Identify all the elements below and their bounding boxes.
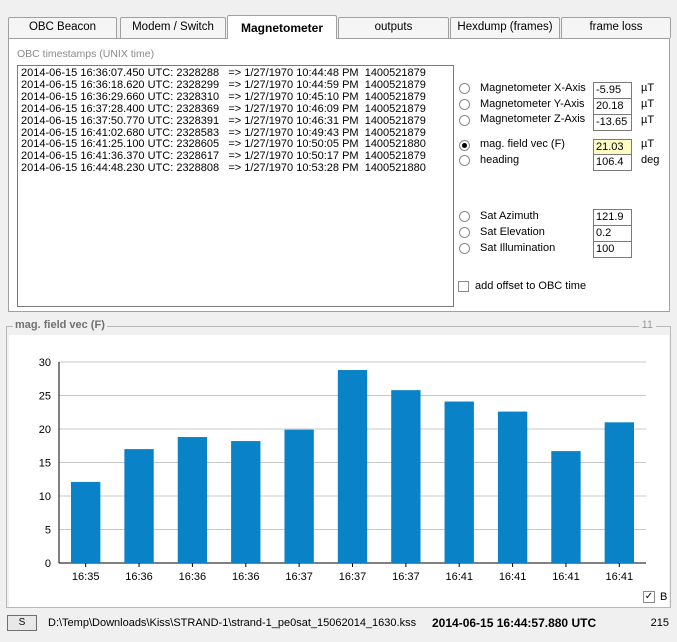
status-bar: S D:\Temp\Downloads\Kiss\STRAND-1\strand…	[0, 612, 677, 642]
bar	[337, 370, 368, 563]
field-vec-label: mag. field vec (F)	[480, 138, 565, 150]
x-axis-field[interactable]: -5.95	[593, 82, 632, 99]
bar	[124, 449, 154, 563]
list-item[interactable]: 2014-06-15 16:41:02.680 UTC: 2328583 => …	[21, 126, 426, 139]
list-item[interactable]: 2014-06-15 16:37:50.770 UTC: 2328391 => …	[21, 114, 426, 127]
chart-group: mag. field vec (F) 11 0 5 10 15 20 25 30 16:35 1…	[6, 319, 671, 608]
x-tick-label: 16:41	[552, 571, 580, 583]
tab-outputs[interactable]: outputs	[338, 17, 449, 38]
field-vec-unit: µT	[641, 138, 655, 150]
tab-obc-beacon[interactable]: OBC Beacon	[8, 17, 117, 38]
sat-elevation-label: Sat Elevation	[480, 226, 545, 238]
tab-modem-switch[interactable]: Modem / Switch	[120, 17, 226, 38]
bar	[444, 401, 474, 563]
sat-elevation-field[interactable]: 0.2	[593, 225, 632, 242]
sat-illumination-label: Sat Illumination	[480, 242, 556, 254]
bar	[391, 390, 421, 563]
radio-z-axis[interactable]	[459, 115, 470, 126]
radio-y-axis[interactable]	[459, 99, 470, 110]
x-axis-unit: µT	[641, 82, 655, 94]
heading-label: heading	[480, 154, 520, 166]
radio-field-vec[interactable]	[459, 140, 470, 151]
offset-checkbox[interactable]	[458, 281, 469, 292]
list-item[interactable]: 2014-06-15 16:41:25.100 UTC: 2328605 => …	[21, 138, 426, 151]
z-axis-field[interactable]: -13.65	[593, 114, 632, 131]
timestamps-group-label: OBC timestamps (UNIX time)	[17, 48, 155, 60]
y-axis-label: Magnetometer Y-Axis	[480, 98, 585, 110]
y-tick-label: 15	[39, 458, 51, 470]
list-item[interactable]: 2014-06-15 16:44:48.230 UTC: 2328808 => …	[21, 162, 426, 175]
tab-bar: OBC Beacon Modem / Switch Magnetometer o…	[8, 15, 671, 39]
chart-group-title: mag. field vec (F)	[13, 319, 107, 331]
chart-plot-area: 0 5 10 15 20 25 30 16:35 16:36 16:36 16:36 16:37 16:…	[9, 335, 669, 607]
list-item[interactable]: 2014-06-15 16:37:28.400 UTC: 2328369 => …	[21, 102, 426, 115]
z-axis-unit: µT	[641, 114, 655, 126]
status-button[interactable]: S	[7, 615, 37, 631]
z-axis-label: Magnetometer Z-Axis	[480, 113, 586, 125]
y-tick-label: 30	[39, 357, 51, 369]
heading-unit: deg	[641, 154, 660, 166]
timestamps-listbox[interactable]: 2014-06-15 16:36:07.450 UTC: 2328288 => …	[17, 65, 454, 307]
list-item[interactable]: 2014-06-15 16:36:07.450 UTC: 2328288 => …	[21, 67, 426, 79]
y-axis-field[interactable]: 20.18	[593, 98, 632, 115]
magnetometer-panel: OBC timestamps (UNIX time) 2014-06-15 16…	[8, 38, 670, 312]
status-timestamp: 2014-06-15 16:44:57.880 UTC	[432, 616, 597, 630]
x-axis-label: Magnetometer X-Axis	[480, 82, 586, 94]
series-b-label: B	[660, 591, 668, 603]
sat-azimuth-label: Sat Azimuth	[480, 210, 539, 222]
radio-sat-elevation[interactable]	[459, 227, 470, 238]
x-tick-label: 16:35	[72, 571, 100, 583]
x-tick-label: 16:41	[606, 571, 634, 583]
list-item[interactable]: 2014-06-15 16:41:36.370 UTC: 2328617 => …	[21, 150, 426, 163]
x-tick-label: 16:36	[232, 571, 260, 583]
sat-illumination-field[interactable]: 100	[593, 241, 632, 258]
status-count: 215	[650, 617, 669, 629]
y-tick-label: 5	[45, 525, 51, 537]
bar	[604, 422, 634, 563]
x-tick-label: 16:37	[285, 571, 313, 583]
bar	[71, 481, 101, 563]
bar	[551, 451, 581, 563]
radio-heading[interactable]	[459, 155, 470, 166]
radio-sat-illumination[interactable]	[459, 243, 470, 254]
file-path: D:\Temp\Downloads\Kiss\STRAND-1\strand-1…	[48, 617, 417, 629]
x-tick-label: 16:37	[392, 571, 420, 583]
bar	[497, 411, 528, 563]
chart-group-count: 11	[638, 319, 656, 331]
x-tick-label: 16:37	[339, 571, 367, 583]
sat-azimuth-field[interactable]: 121.9	[593, 209, 632, 226]
x-tick-label: 16:36	[125, 571, 153, 583]
bar	[177, 437, 208, 563]
y-axis-unit: µT	[641, 98, 655, 110]
radio-x-axis[interactable]	[459, 83, 470, 94]
bar-chart: 0 5 10 15 20 25 30 16:35 16:36 16:36 16:36 16:37 16:…	[39, 357, 646, 583]
tab-frame-loss[interactable]: frame loss	[561, 17, 671, 38]
radio-sat-azimuth[interactable]	[459, 211, 470, 222]
y-tick-label: 10	[39, 491, 51, 503]
list-item[interactable]: 2014-06-15 16:36:29.660 UTC: 2328310 => …	[21, 90, 426, 103]
x-tick-label: 16:41	[445, 571, 473, 583]
heading-field[interactable]: 106.4	[593, 154, 632, 171]
offset-checkbox-label: add offset to OBC time	[475, 280, 587, 292]
y-tick-label: 20	[39, 424, 51, 436]
bar	[231, 441, 261, 563]
tab-hexdump-frames[interactable]: Hexdump (frames)	[450, 17, 560, 38]
y-tick-label: 0	[45, 558, 51, 570]
x-tick-label: 16:36	[179, 571, 207, 583]
y-tick-label: 25	[39, 391, 51, 403]
tab-magnetometer[interactable]: Magnetometer	[227, 15, 337, 39]
bar	[284, 429, 314, 563]
x-tick-label: 16:41	[499, 571, 527, 583]
list-item[interactable]: 2014-06-15 16:36:18.620 UTC: 2328299 => …	[21, 78, 426, 91]
series-b-checkbox[interactable]: ✓	[643, 591, 655, 603]
